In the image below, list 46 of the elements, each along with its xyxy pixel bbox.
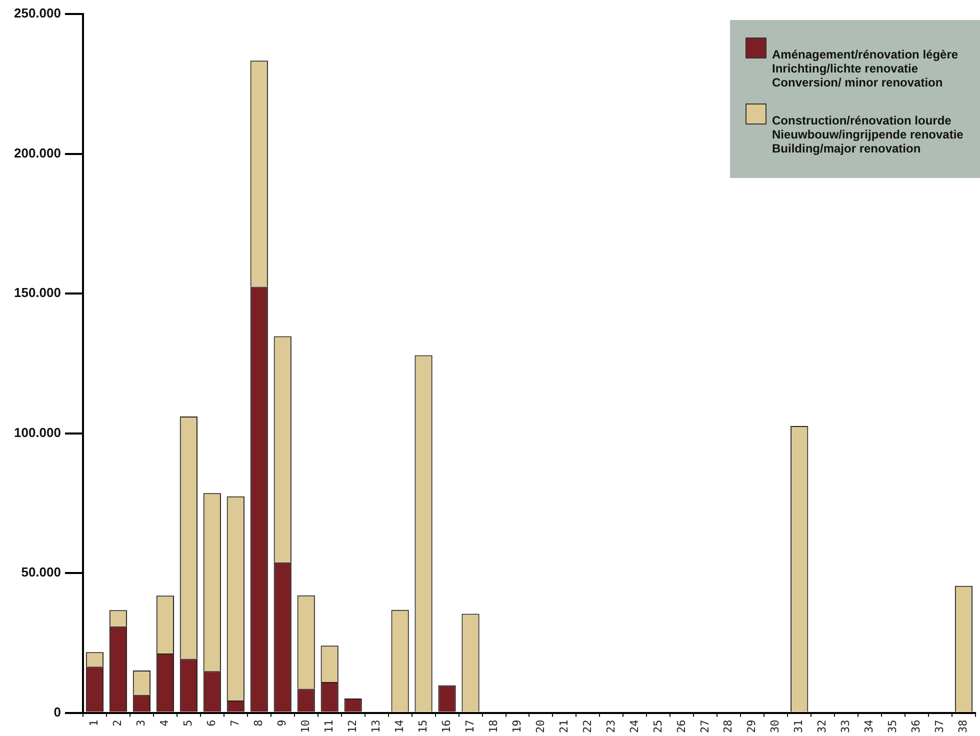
- x-tick-label: 10: [298, 720, 312, 734]
- legend-label: Construction/rénovation lourde Nieuwbouw/ingrijpende renovatie Building/major renovation: [772, 113, 964, 156]
- x-tick-label: 19: [510, 720, 524, 734]
- x-tick-label: 16: [440, 720, 453, 734]
- x-tick-label: 7: [228, 720, 242, 726]
- x-tick-label: 33: [839, 720, 852, 734]
- x-tick-label: 12: [346, 720, 359, 734]
- x-tick-label: 31: [792, 720, 806, 734]
- x-tick-label: 32: [816, 720, 829, 734]
- x-tick-label: 34: [862, 719, 876, 734]
- x-tick-label: 4: [158, 719, 172, 726]
- x-tick-label: 25: [651, 720, 664, 734]
- y-tick-label: 0: [54, 704, 61, 720]
- x-tick-label: 18: [486, 720, 500, 734]
- y-tick-label: 250.000: [14, 6, 61, 21]
- x-tick-label: 24: [628, 719, 641, 734]
- x-tick-label: 37: [933, 720, 946, 734]
- x-tick-label: 2: [111, 720, 124, 726]
- x-tick-label: 23: [604, 720, 618, 734]
- x-tick-label: 36: [910, 720, 923, 734]
- x-tick-label: 35: [886, 720, 900, 734]
- x-tick-label: 1: [88, 720, 101, 726]
- x-tick-label: 26: [674, 720, 688, 734]
- x-tick-label: 22: [580, 720, 594, 734]
- x-tick-label: 20: [534, 720, 547, 734]
- x-tick-label: 8: [252, 720, 265, 726]
- x-tick-label: 6: [205, 720, 218, 726]
- x-tick-label: 3: [134, 720, 148, 726]
- y-tick-label: 100.000: [14, 424, 61, 440]
- x-tick-label: 21: [557, 720, 570, 734]
- x-tick-label: 9: [275, 720, 288, 726]
- x-tick-label: 30: [768, 720, 782, 734]
- x-tick-label: 11: [322, 720, 336, 734]
- x-tick-label: 13: [369, 720, 382, 734]
- x-tick-label: 38: [956, 720, 970, 734]
- y-tick-label: 200.000: [14, 145, 61, 160]
- x-tick-label: 17: [463, 720, 476, 734]
- x-tick-label: 27: [698, 720, 712, 734]
- x-tick-label: 28: [722, 720, 735, 734]
- x-tick-label: 15: [416, 720, 430, 734]
- x-tick-label: 14: [392, 719, 406, 734]
- y-tick-label: 50.000: [21, 564, 61, 580]
- y-tick-label: 150.000: [14, 285, 61, 300]
- legend-label: Aménagement/rénovation légère Inrichting/lichte renovatie Conversion/ minor renovation: [772, 47, 958, 90]
- x-tick-label: 5: [182, 720, 195, 726]
- x-tick-label: 29: [745, 720, 758, 734]
